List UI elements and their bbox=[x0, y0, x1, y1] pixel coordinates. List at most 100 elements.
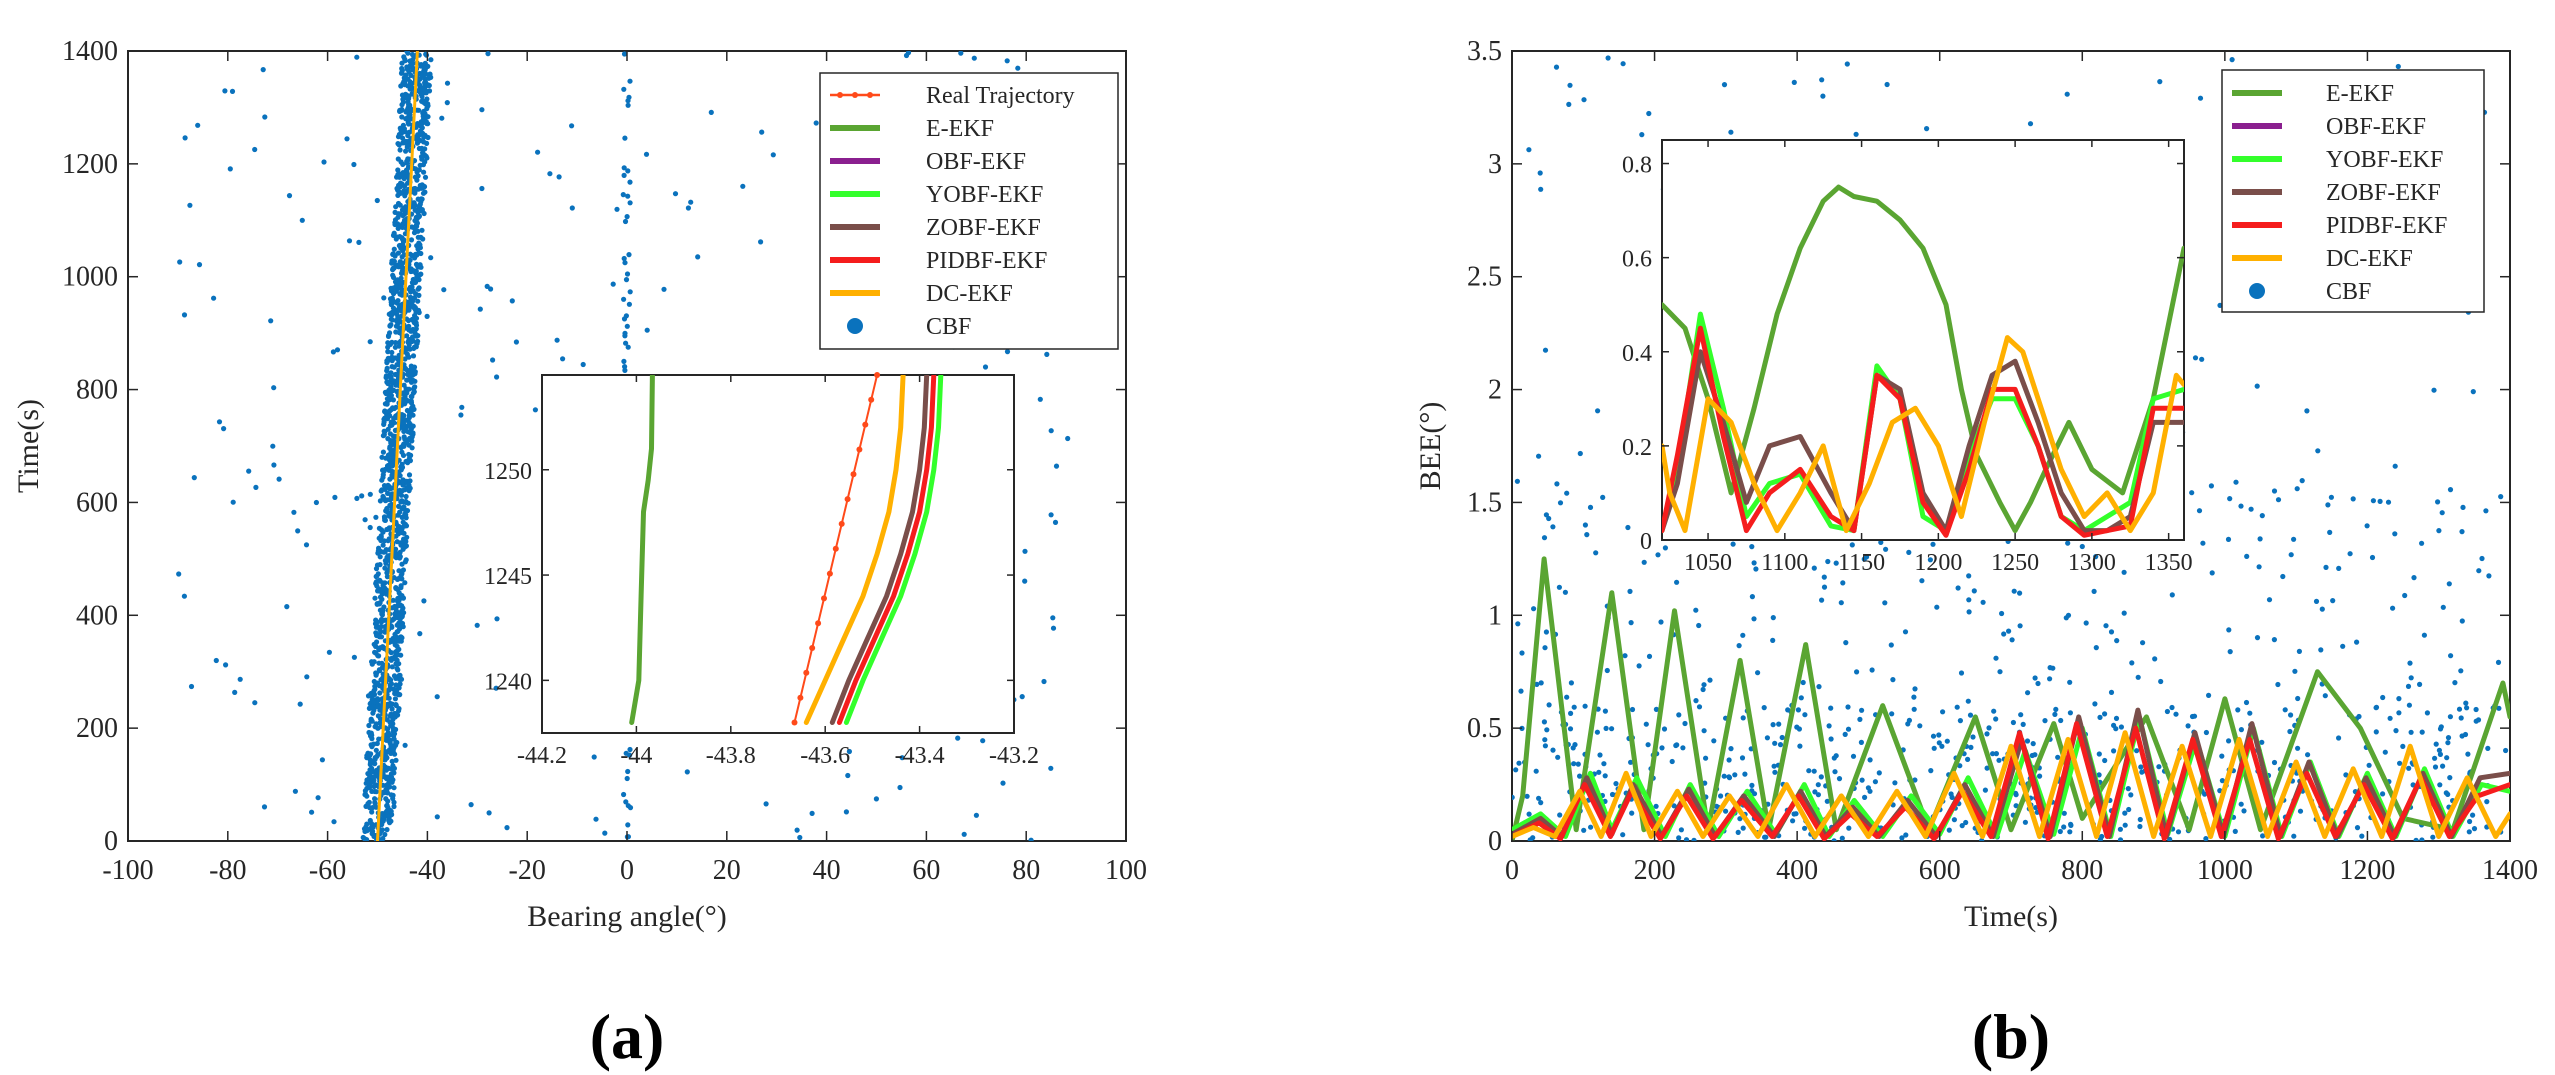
cbf-point bbox=[2266, 597, 2273, 603]
cbf-point bbox=[1527, 837, 1533, 841]
cbf-point bbox=[405, 99, 411, 105]
cbf-point bbox=[1872, 779, 1878, 785]
cbf-point bbox=[1928, 768, 1934, 774]
cbf-point bbox=[1906, 549, 1912, 556]
cbf-point bbox=[1845, 726, 1852, 732]
cbf-point bbox=[2225, 536, 2232, 543]
real-trajectory-marker bbox=[868, 396, 875, 403]
cbf-point bbox=[622, 218, 629, 225]
cbf-point bbox=[377, 626, 383, 632]
cbf-point bbox=[1627, 588, 1633, 595]
cbf-point bbox=[1772, 740, 1778, 746]
cbf-point bbox=[399, 608, 405, 614]
cbf-point bbox=[623, 313, 630, 319]
cbf-point bbox=[624, 271, 631, 277]
cbf-point bbox=[2336, 735, 2342, 741]
cbf-point bbox=[1600, 494, 1606, 500]
cbf-point bbox=[384, 505, 390, 511]
cbf-point bbox=[591, 754, 597, 760]
cbf-point bbox=[389, 317, 396, 323]
cbf-point bbox=[1582, 703, 1588, 709]
cbf-point bbox=[1859, 707, 1865, 713]
x-tick-label: -20 bbox=[509, 855, 546, 886]
x-tick-label: -44 bbox=[620, 743, 652, 769]
cbf-point bbox=[2257, 536, 2263, 542]
cbf-point bbox=[393, 413, 399, 419]
cbf-point bbox=[1544, 727, 1550, 733]
cbf-point bbox=[401, 176, 407, 182]
cbf-point bbox=[843, 809, 850, 815]
cbf-point bbox=[1761, 705, 1767, 711]
cbf-point bbox=[621, 358, 627, 364]
e-ekf-line bbox=[629, 375, 655, 725]
cbf-point bbox=[1800, 679, 1806, 686]
cbf-point bbox=[196, 262, 203, 268]
cbf-point bbox=[420, 236, 426, 242]
cbf-point bbox=[383, 560, 389, 566]
cbf-point bbox=[378, 616, 385, 623]
cbf-point bbox=[490, 357, 496, 363]
cbf-point bbox=[389, 758, 395, 764]
cbf-point bbox=[2097, 714, 2103, 721]
cbf-point bbox=[393, 585, 399, 592]
cbf-point bbox=[623, 277, 630, 283]
cbf-point bbox=[2157, 79, 2163, 85]
cbf-point bbox=[1846, 825, 1852, 831]
legend-obf-ekf-label: OBF-EKF bbox=[926, 149, 1026, 175]
cbf-point bbox=[1911, 694, 1917, 700]
cbf-point bbox=[397, 108, 403, 114]
cbf-point bbox=[371, 659, 377, 665]
cbf-point bbox=[397, 259, 403, 266]
cbf-point bbox=[1645, 742, 1651, 748]
cbf-point bbox=[2436, 747, 2442, 753]
cbf-point bbox=[2055, 754, 2061, 760]
cbf-point bbox=[2413, 837, 2419, 841]
cbf-point bbox=[1948, 791, 1954, 797]
cbf-point bbox=[382, 831, 388, 838]
cbf-point bbox=[1609, 726, 1615, 732]
cbf-point bbox=[1564, 490, 1570, 496]
cbf-point bbox=[321, 159, 327, 165]
cbf-point bbox=[1742, 771, 1748, 777]
cbf-point bbox=[2199, 356, 2205, 362]
cbf-point bbox=[404, 333, 410, 339]
cbf-point bbox=[261, 804, 268, 810]
cbf-point bbox=[413, 223, 419, 229]
cbf-point bbox=[2238, 503, 2244, 509]
x-tick-label: 1300 bbox=[2068, 550, 2116, 576]
cbf-point bbox=[1526, 811, 1532, 817]
cbf-point bbox=[1674, 579, 1680, 585]
cbf-point bbox=[2373, 704, 2380, 710]
cbf-point bbox=[622, 330, 628, 336]
cbf-point bbox=[232, 689, 238, 696]
cbf-point bbox=[2103, 623, 2109, 629]
cbf-point bbox=[410, 403, 416, 409]
cbf-point bbox=[374, 579, 380, 585]
cbf-point bbox=[2275, 497, 2282, 503]
cbf-point bbox=[399, 514, 405, 521]
cbf-point bbox=[1571, 761, 1577, 767]
cbf-point bbox=[1643, 721, 1649, 727]
cbf-point bbox=[389, 349, 395, 356]
cbf-point bbox=[395, 172, 401, 178]
cbf-point bbox=[2200, 540, 2206, 546]
cbf-point bbox=[695, 254, 701, 260]
cbf-point bbox=[379, 818, 385, 824]
cbf-point bbox=[424, 106, 430, 112]
cbf-point bbox=[421, 65, 427, 71]
cbf-point bbox=[2018, 712, 2024, 718]
cbf-point bbox=[1968, 744, 1974, 751]
cbf-point bbox=[397, 473, 403, 479]
cbf-point bbox=[1514, 478, 1520, 484]
cbf-point bbox=[1971, 588, 1977, 594]
panel-b-inset-x-ticks: 1050 1100 1150 1200 1250 1300 1350 bbox=[1684, 140, 2193, 576]
cbf-point bbox=[2185, 723, 2191, 729]
cbf-point bbox=[417, 631, 423, 637]
cbf-point bbox=[509, 298, 515, 304]
cbf-point bbox=[2380, 791, 2386, 797]
cbf-point bbox=[1661, 726, 1668, 732]
cbf-point bbox=[2122, 810, 2128, 816]
cbf-point bbox=[2437, 782, 2443, 788]
cbf-point bbox=[402, 140, 408, 146]
cbf-point bbox=[213, 657, 219, 664]
